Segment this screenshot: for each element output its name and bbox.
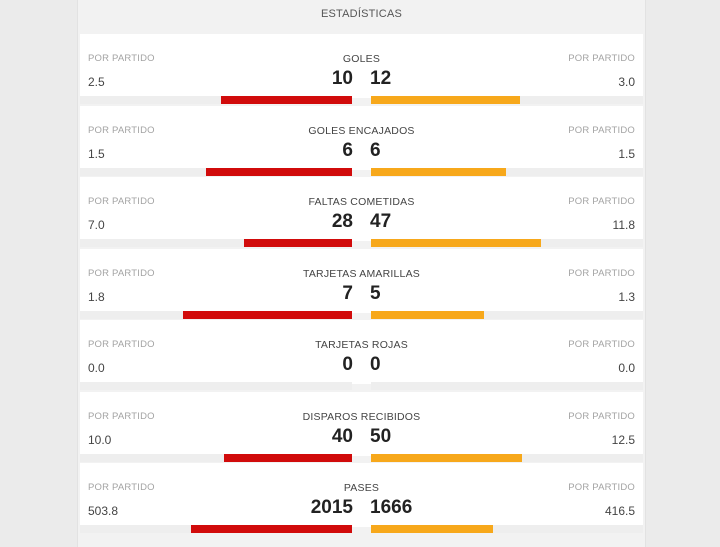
away-per-match-label: POR PARTIDO xyxy=(568,267,635,279)
stat-title: PASES xyxy=(343,482,380,494)
away-bar-track xyxy=(371,525,643,533)
stat-row: POR PARTIDO 2.5 GOLES 10 12 POR PARTIDO 3.0 xyxy=(80,34,643,104)
stat-row: POR PARTIDO 0.0 TARJETAS ROJAS 0 0 POR PARTID… xyxy=(80,320,643,390)
stat-title: GOLES xyxy=(342,53,381,65)
home-per-match-label: POR PARTIDO xyxy=(88,410,155,422)
away-per-match-value: 1.3 xyxy=(618,289,635,304)
away-per-match-value: 11.8 xyxy=(612,218,635,232)
stat-row: POR PARTIDO 503.8 PASES 2015 1666 POR PARTIDO… xyxy=(80,463,643,533)
home-bar xyxy=(183,310,352,319)
home-per-match-label: POR PARTIDO xyxy=(88,482,155,493)
away-bar xyxy=(371,96,520,104)
away-per-match-label: POR PARTIDO xyxy=(568,339,635,350)
home-per-match-label: POR PARTIDO xyxy=(88,267,155,279)
home-bar-track xyxy=(80,96,352,104)
home-per-match-label: POR PARTIDO xyxy=(88,339,155,350)
away-per-match-label: POR PARTIDO xyxy=(568,124,635,136)
stats-panel: ESTADÍSTICAS POR PARTIDO 2.5 GOLES 10 12 POR … xyxy=(77,0,646,547)
away-bar-track xyxy=(371,167,643,176)
away-per-match-value: 416.5 xyxy=(604,504,635,518)
away-value: 1666 xyxy=(370,497,413,518)
home-bar xyxy=(244,239,352,247)
home-bar-track xyxy=(80,239,352,247)
home-bar xyxy=(221,96,352,104)
away-value: 12 xyxy=(370,68,392,89)
away-bar xyxy=(371,239,541,247)
home-per-match-value: 1.5 xyxy=(88,146,105,161)
home-value: 40 xyxy=(331,425,353,447)
away-bar xyxy=(371,310,484,319)
home-value: 0 xyxy=(342,354,353,375)
stat-title: GOLES ENCAJADOS xyxy=(308,124,415,137)
stat-title: DISPAROS RECIBIDOS xyxy=(302,410,421,423)
stat-title: TARJETAS AMARILLAS xyxy=(303,267,420,280)
away-value: 47 xyxy=(370,211,392,232)
stat-row: POR PARTIDO 7.0 FALTAS COMETIDAS 28 47 POR PA… xyxy=(80,177,643,247)
away-bar-track xyxy=(371,382,643,390)
home-value: 10 xyxy=(331,68,353,89)
home-value: 28 xyxy=(331,211,353,232)
home-bar-track xyxy=(80,453,352,462)
away-per-match-label: POR PARTIDO xyxy=(568,482,635,493)
home-per-match-label: POR PARTIDO xyxy=(88,196,155,207)
away-per-match-label: POR PARTIDO xyxy=(568,53,635,64)
stat-title: FALTAS COMETIDAS xyxy=(308,196,415,208)
home-bar xyxy=(224,453,352,462)
section-title: ESTADÍSTICAS xyxy=(320,8,403,20)
home-per-match-label: POR PARTIDO xyxy=(88,53,155,64)
home-per-match-value: 503.8 xyxy=(88,504,119,518)
away-bar xyxy=(371,167,506,176)
away-per-match-label: POR PARTIDO xyxy=(568,410,635,422)
away-per-match-value: 3.0 xyxy=(618,75,635,89)
stat-row: POR PARTIDO 1.5 GOLES ENCAJADOS 6 6 POR PARTI… xyxy=(80,105,643,176)
away-value: 50 xyxy=(370,425,392,447)
away-per-match-value: 1.5 xyxy=(618,146,635,161)
home-per-match-value: 7.0 xyxy=(88,218,105,232)
stat-row: POR PARTIDO 1.8 TARJETAS AMARILLAS 7 5 POR PA… xyxy=(80,248,643,319)
home-value: 2015 xyxy=(310,497,353,518)
away-value: 0 xyxy=(370,354,381,375)
home-value: 6 xyxy=(342,139,353,161)
home-value: 7 xyxy=(342,282,353,304)
home-per-match-value: 1.8 xyxy=(88,289,105,304)
away-per-match-value: 12.5 xyxy=(611,432,635,447)
home-per-match-value: 10.0 xyxy=(88,432,112,447)
away-bar xyxy=(371,525,493,533)
away-bar xyxy=(371,453,522,462)
away-value: 6 xyxy=(370,139,381,161)
home-per-match-label: POR PARTIDO xyxy=(88,124,155,136)
away-per-match-label: POR PARTIDO xyxy=(568,196,635,207)
home-bar-track xyxy=(80,382,352,390)
home-per-match-value: 2.5 xyxy=(88,75,105,89)
away-per-match-value: 0.0 xyxy=(618,361,635,375)
home-per-match-value: 0.0 xyxy=(88,361,105,375)
home-bar xyxy=(191,525,352,533)
stat-title: TARJETAS ROJAS xyxy=(315,339,408,351)
away-value: 5 xyxy=(370,282,381,304)
away-bar-track xyxy=(371,310,643,319)
stat-row: POR PARTIDO 10.0 DISPAROS RECIBIDOS 40 50 POR… xyxy=(80,391,643,462)
home-bar xyxy=(206,167,352,176)
